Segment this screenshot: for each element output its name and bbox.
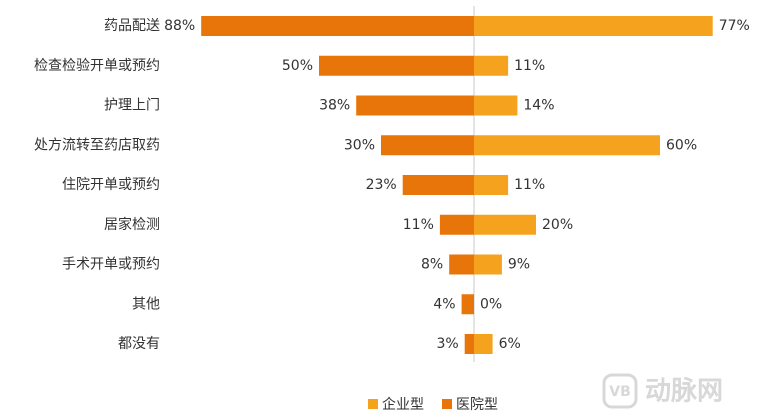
category-label: 药品配送 (104, 18, 160, 34)
value-label: 11% (403, 217, 434, 233)
bar (356, 95, 474, 116)
value-label: 88% (164, 18, 195, 34)
value-label: 11% (514, 177, 545, 193)
value-label: 11% (514, 58, 545, 74)
category-label: 检查检验开单或预约 (34, 58, 160, 74)
value-label: 77% (719, 18, 750, 34)
bar (461, 294, 474, 315)
value-label: 9% (508, 257, 530, 273)
legend-label: 医院型 (456, 397, 498, 413)
bar (474, 95, 518, 116)
legend-label: 企业型 (382, 396, 424, 413)
value-label: 50% (282, 58, 313, 74)
legend-swatch (368, 399, 378, 409)
bar (474, 334, 493, 354)
value-label: 38% (319, 98, 350, 114)
value-label: 4% (433, 296, 455, 312)
bar (449, 254, 474, 275)
bar (474, 55, 509, 76)
bar (474, 254, 502, 275)
svg-text:VB: VB (609, 384, 631, 400)
value-label: 3% (436, 336, 458, 352)
bar (381, 135, 474, 156)
value-label: 60% (666, 137, 697, 153)
category-label: 手术开单或预约 (62, 257, 160, 273)
category-label: 处方流转至药店取药 (34, 137, 160, 153)
value-label: 20% (542, 217, 573, 233)
value-label: 30% (344, 137, 375, 153)
watermark: 动脉网 (645, 377, 723, 407)
value-label: 8% (421, 257, 443, 273)
category-label: 护理上门 (104, 98, 160, 114)
value-label: 6% (499, 336, 521, 352)
legend-swatch (442, 399, 452, 409)
category-label: 住院开单或预约 (62, 177, 160, 193)
bar (402, 175, 474, 195)
bar (439, 214, 474, 235)
bar (474, 16, 713, 36)
value-label: 23% (366, 177, 397, 193)
category-label: 都没有 (118, 336, 160, 352)
watermark-logo: VB (602, 373, 638, 409)
value-label: 14% (523, 98, 554, 114)
bar (474, 175, 509, 195)
value-label: 0% (480, 296, 502, 312)
bar (201, 16, 474, 36)
bar (474, 214, 536, 235)
bar (319, 55, 474, 76)
category-label: 居家检测 (104, 216, 160, 233)
bar (474, 135, 660, 156)
bar (464, 334, 474, 354)
category-label: 其他 (132, 296, 160, 312)
